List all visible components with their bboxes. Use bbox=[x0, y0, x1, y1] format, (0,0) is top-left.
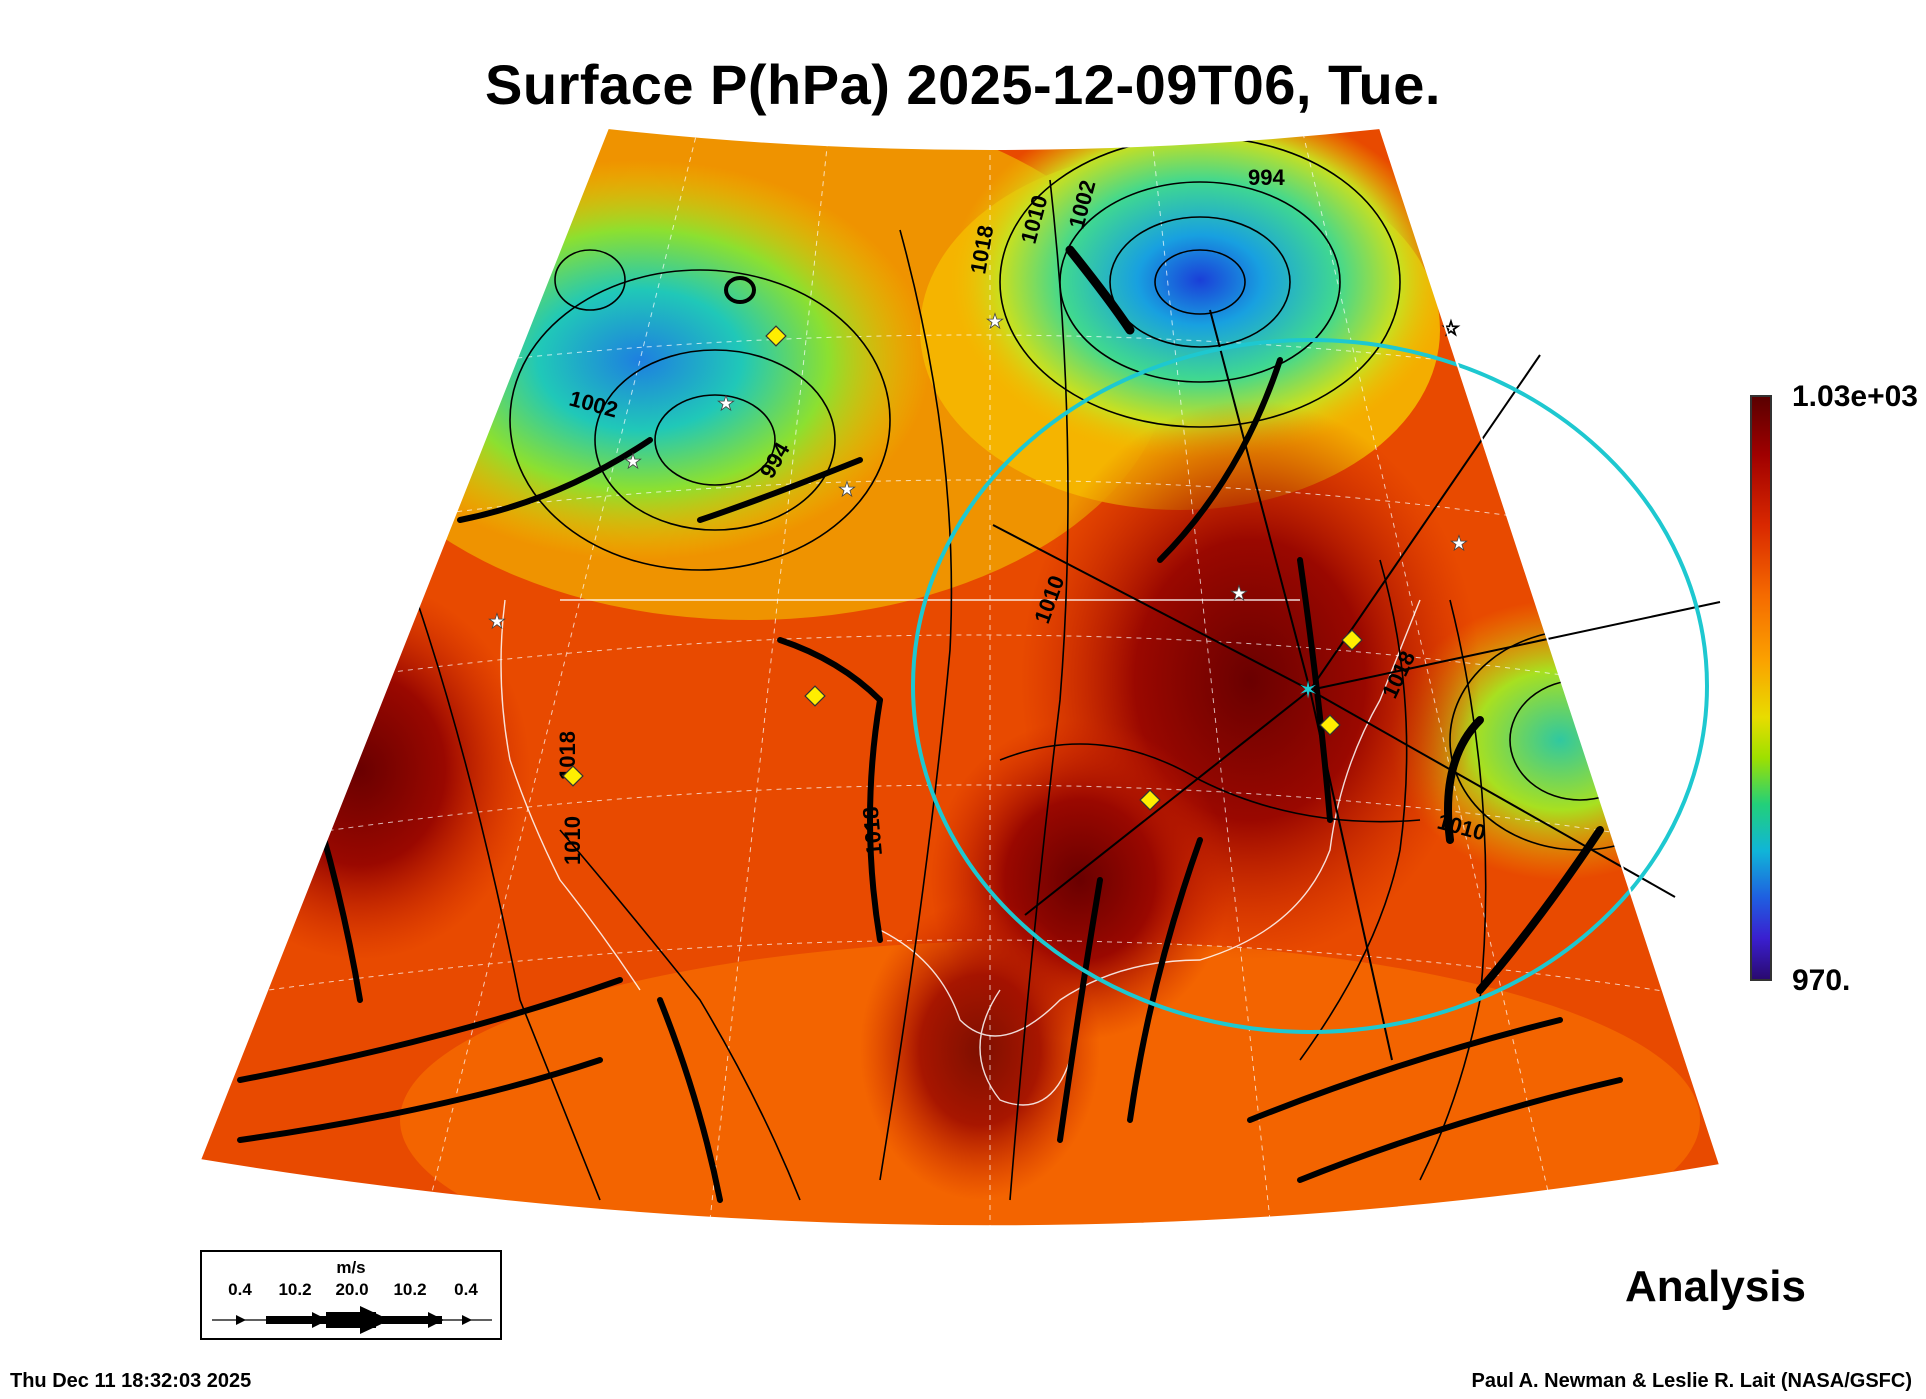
wind-legend-value: 10.2 bbox=[393, 1280, 427, 1299]
star-marker-icon: ★ bbox=[1230, 583, 1248, 605]
star-marker-icon: ★ bbox=[838, 479, 856, 501]
coastlines bbox=[500, 599, 1421, 1106]
diamond-markers bbox=[562, 325, 1363, 811]
wind-legend-value: 0.4 bbox=[228, 1280, 252, 1299]
star-markers: ★ ★ ★ ★ ★ ★ ★ ☆ bbox=[488, 311, 1469, 634]
star-marker-icon: ★ bbox=[624, 451, 642, 473]
track-line bbox=[1024, 689, 1311, 916]
wind-legend-value: 10.2 bbox=[278, 1280, 312, 1299]
track-line bbox=[992, 524, 1311, 691]
diamond-marker-icon bbox=[765, 325, 787, 347]
panel-label: Analysis bbox=[1625, 1262, 1806, 1311]
track-line bbox=[1309, 689, 1393, 1061]
colorbar-max-label: 1.03e+03 bbox=[1792, 380, 1918, 413]
diamond-marker-icon bbox=[1319, 714, 1341, 736]
isobar-label: 1010 bbox=[560, 816, 585, 865]
star-marker-icon: ★ bbox=[488, 611, 506, 633]
diamond-marker-icon bbox=[562, 765, 584, 787]
track-line bbox=[1309, 689, 1676, 898]
wind-legend-value: 0.4 bbox=[454, 1280, 478, 1299]
star-marker-icon: ★ bbox=[1450, 533, 1468, 555]
isobar-label: 994 bbox=[1248, 165, 1285, 190]
diamond-marker-icon bbox=[804, 685, 826, 707]
track-line bbox=[1209, 309, 1311, 691]
isobar-label: 1018 bbox=[858, 806, 887, 857]
colorbar bbox=[1750, 395, 1772, 981]
track-line bbox=[1309, 601, 1721, 691]
wind-legend: m/s 0.4 10.2 20.0 10.2 0.4 bbox=[200, 1250, 502, 1340]
wind-legend-arrows bbox=[212, 1306, 492, 1334]
wind-legend-value: 20.0 bbox=[335, 1280, 369, 1299]
cyan-center-star-icon: ✶ bbox=[1298, 677, 1318, 704]
page-title: Surface P(hPa) 2025-12-09T06, Tue. bbox=[485, 53, 1441, 116]
range-ring bbox=[911, 338, 1709, 1034]
diamond-marker-icon bbox=[1139, 789, 1161, 811]
map-fill-layer bbox=[200, 128, 1720, 1227]
colorbar-min-label: 970. bbox=[1792, 964, 1851, 997]
star-marker-icon: ★ bbox=[986, 311, 1004, 333]
map-border bbox=[198, 126, 1722, 1228]
diamond-marker-icon bbox=[1341, 629, 1363, 651]
credit-line: Paul A. Newman & Leslie R. Lait (NASA/GS… bbox=[1471, 1370, 1912, 1392]
timestamp: Thu Dec 11 18:32:03 2025 bbox=[10, 1370, 252, 1392]
wind-legend-unit: m/s bbox=[336, 1258, 366, 1277]
star-marker-icon: ☆ bbox=[1442, 318, 1460, 340]
star-marker-icon: ★ bbox=[717, 393, 735, 415]
